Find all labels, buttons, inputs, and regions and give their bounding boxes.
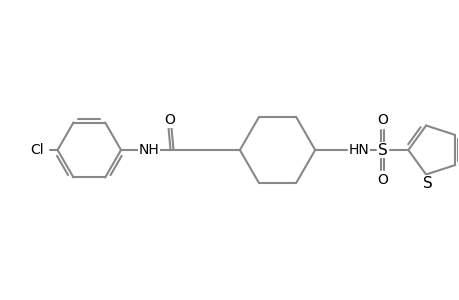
Text: S: S <box>377 142 386 158</box>
Text: Cl: Cl <box>30 143 44 157</box>
Text: HN: HN <box>347 143 369 157</box>
Text: O: O <box>376 173 387 187</box>
Text: O: O <box>164 113 175 127</box>
Text: O: O <box>376 113 387 127</box>
Text: NH: NH <box>138 143 159 157</box>
Text: S: S <box>422 176 432 191</box>
